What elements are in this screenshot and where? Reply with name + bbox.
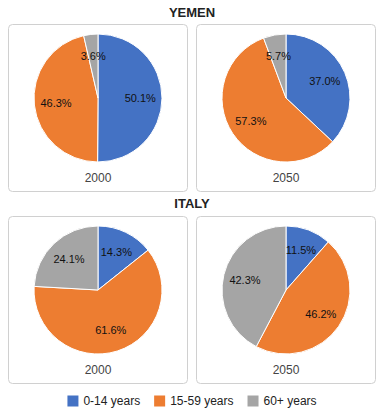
legend-swatch bbox=[154, 396, 165, 407]
pie-slice bbox=[98, 34, 162, 162]
pie-panel: 11.5% 46.2% 42.3% 2050 bbox=[197, 217, 376, 384]
country-section: YEMEN 50.1% 46.3% 3.6% 2000 37.0% 57.3% 5.7% 205… bbox=[9, 5, 376, 191]
year-label: 2000 bbox=[85, 363, 112, 377]
panel-frame bbox=[9, 25, 188, 192]
pie-slice bbox=[34, 226, 98, 290]
year-label: 2050 bbox=[273, 363, 300, 377]
section-title: YEMEN bbox=[169, 5, 215, 20]
data-label: 50.1% bbox=[125, 92, 156, 104]
legend-swatch bbox=[67, 396, 78, 407]
legend-item: 0-14 years bbox=[67, 394, 140, 408]
panel-frame bbox=[9, 217, 188, 384]
pie-slice bbox=[264, 34, 286, 98]
chart-root: YEMEN 50.1% 46.3% 3.6% 2000 37.0% 57.3% 5.7% 205… bbox=[0, 0, 384, 416]
pie-panel: 37.0% 57.3% 5.7% 2050 bbox=[197, 25, 376, 192]
pie-slice bbox=[222, 226, 286, 347]
data-label: 46.2% bbox=[305, 308, 336, 320]
data-label: 24.1% bbox=[53, 253, 84, 265]
legend-swatch bbox=[248, 396, 259, 407]
panel-frame bbox=[197, 25, 376, 192]
legend-item: 15-59 years bbox=[154, 394, 233, 408]
pie-slice bbox=[222, 38, 333, 162]
data-label: 57.3% bbox=[235, 115, 266, 127]
pie-panel: 50.1% 46.3% 3.6% 2000 bbox=[9, 25, 188, 192]
pie-panel: 14.3% 61.6% 24.1% 2000 bbox=[9, 217, 188, 384]
legend-label: 0-14 years bbox=[83, 394, 140, 408]
data-label: 11.5% bbox=[286, 244, 317, 256]
data-label: 37.0% bbox=[309, 75, 340, 87]
panel-frame bbox=[197, 217, 376, 384]
data-label: 14.3% bbox=[101, 246, 132, 258]
section-title: ITALY bbox=[174, 196, 210, 211]
legend-label: 60+ years bbox=[264, 394, 317, 408]
data-label: 3.6% bbox=[81, 50, 106, 62]
legend-label: 15-59 years bbox=[170, 394, 233, 408]
pie-slice bbox=[84, 34, 98, 98]
data-label: 42.3% bbox=[229, 274, 260, 286]
country-section: ITALY 14.3% 61.6% 24.1% 2000 11.5% 46.2% 42.3% 2… bbox=[9, 196, 376, 383]
legend-item: 60+ years bbox=[248, 394, 317, 408]
year-label: 2000 bbox=[85, 171, 112, 185]
data-label: 46.3% bbox=[40, 97, 71, 109]
data-label: 5.7% bbox=[266, 50, 291, 62]
legend: 0-14 years 15-59 years 60+ years bbox=[67, 394, 316, 408]
year-label: 2050 bbox=[273, 171, 300, 185]
data-label: 61.6% bbox=[95, 324, 126, 336]
